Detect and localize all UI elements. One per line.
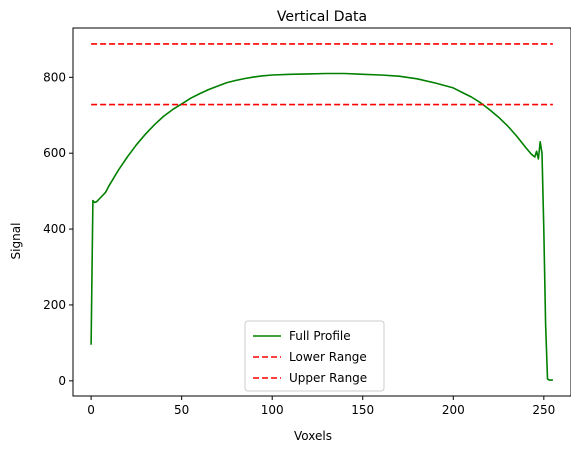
legend-box <box>244 320 385 392</box>
chart-title: Vertical Data <box>277 9 367 25</box>
x-tick-label: 250 <box>532 403 555 417</box>
legend: Full Profile Lower Range Upper Range <box>244 320 385 392</box>
x-axis-label: Voxels <box>294 429 332 443</box>
plot-area-frame <box>72 27 571 397</box>
y-axis-ticks: 0 200 400 600 800 <box>43 70 73 388</box>
legend-label-upper-range: Upper Range <box>289 371 367 385</box>
x-tick-label: 50 <box>174 403 189 417</box>
series-line-full-profile <box>90 72 553 381</box>
x-axis-ticks: 0 50 100 150 200 250 <box>87 396 555 417</box>
y-tick-label: 600 <box>43 146 66 160</box>
legend-label-lower-range: Lower Range <box>289 350 367 364</box>
x-tick-label: 150 <box>351 403 374 417</box>
y-tick-label: 400 <box>43 222 66 236</box>
y-axis-label: Signal <box>9 223 23 260</box>
x-tick-label: 100 <box>261 403 284 417</box>
x-tick-label: 200 <box>442 403 465 417</box>
y-tick-label: 0 <box>58 374 66 388</box>
legend-label-full-profile: Full Profile <box>289 329 351 343</box>
plot-lines <box>90 43 553 381</box>
x-tick-label: 0 <box>87 403 95 417</box>
y-tick-label: 200 <box>43 298 66 312</box>
y-tick-label: 800 <box>43 70 66 84</box>
